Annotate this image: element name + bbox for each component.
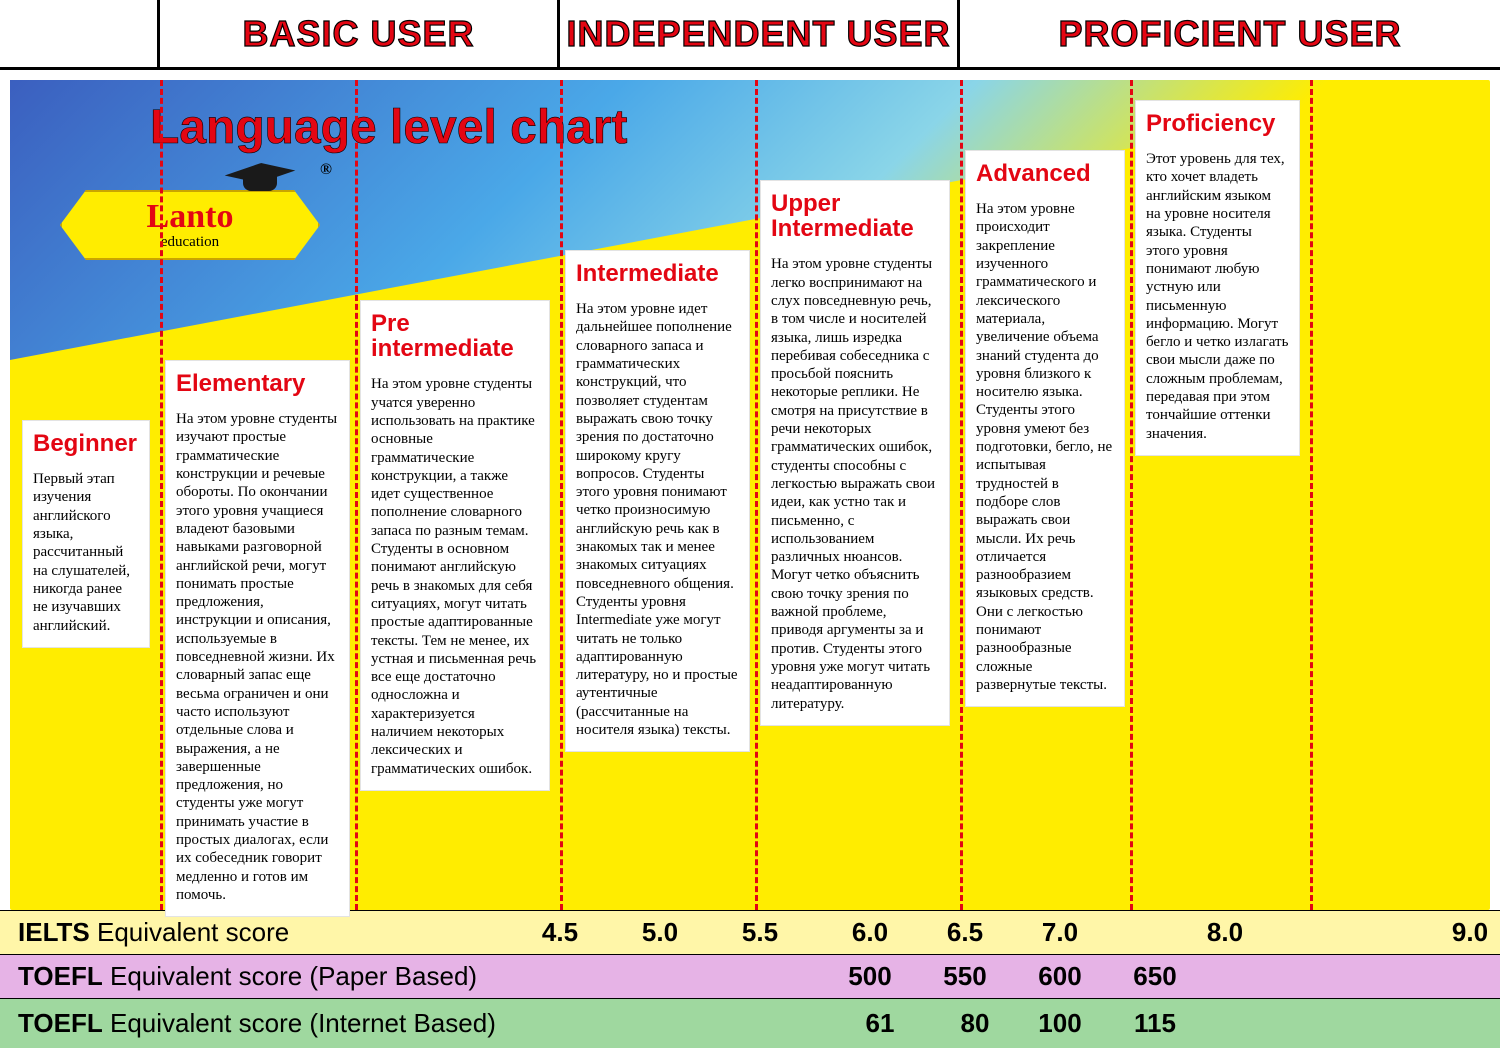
level-card-proficiency: Proficiency Этот уровень для тех, кто хоч… <box>1135 100 1300 456</box>
level-body-upperintermediate: На этом уровне студенты легко воспринима… <box>771 255 939 712</box>
score-ielts-value-7: 9.0 <box>1452 917 1488 948</box>
level-body-intermediate: На этом уровне идет дальнейшее пополнени… <box>576 300 739 739</box>
score-toefl-internet-value-3: 115 <box>1134 1008 1176 1039</box>
header-cell-blank <box>0 0 160 67</box>
score-label-toefl-paper: TOEFL Equivalent score (Paper Based) <box>18 961 477 992</box>
level-card-elementary: Elementary На этом уровне студенты изучаю… <box>165 360 350 917</box>
user-category-header: BASIC USER INDEPENDENT USER PROFICIENT U… <box>0 0 1500 70</box>
score-row-toefl-internet: TOEFL Equivalent score (Internet Based) 6… <box>0 998 1500 1048</box>
score-ielts-value-0: 4.5 <box>542 917 578 948</box>
registered-mark: ® <box>320 161 332 179</box>
score-ielts-value-4: 6.5 <box>947 917 983 948</box>
level-card-advanced: Advanced На этом уровне происходит закреп… <box>965 150 1125 707</box>
score-toefl-internet-value-1: 80 <box>961 1008 990 1039</box>
chart-title: Language level chart <box>150 100 628 155</box>
score-toefl-paper-value-2: 600 <box>1038 961 1081 992</box>
logo-banner: Lanto education <box>60 190 320 260</box>
lanto-logo: Lanto education ® <box>60 165 320 285</box>
level-title-upperintermediate: Upper Intermediate <box>771 191 939 241</box>
level-body-preintermediate: На этом уровне студенты учатся уверенно … <box>371 375 539 778</box>
score-label-toefl-internet: TOEFL Equivalent score (Internet Based) <box>18 1008 496 1039</box>
score-toefl-paper-value-3: 650 <box>1133 961 1176 992</box>
level-card-beginner: Beginner Первый этап изучения английского… <box>22 420 150 648</box>
score-ielts-value-2: 5.5 <box>742 917 778 948</box>
equivalent-score-bars: IELTS Equivalent score 4.5 5.0 5.5 6.0 6.5 7.0… <box>0 910 1500 1050</box>
header-cell-proficient: PROFICIENT USER <box>960 0 1500 67</box>
score-ielts-value-5: 7.0 <box>1042 917 1078 948</box>
logo-sub: education <box>161 234 219 251</box>
level-card-upperintermediate: Upper Intermediate На этом уровне студент… <box>760 180 950 726</box>
level-title-intermediate: Intermediate <box>576 261 739 286</box>
score-row-toefl-paper: TOEFL Equivalent score (Paper Based) 500 5… <box>0 954 1500 998</box>
level-card-intermediate: Intermediate На этом уровне идет дальнейш… <box>565 250 750 752</box>
score-ielts-value-1: 5.0 <box>642 917 678 948</box>
score-toefl-paper-value-0: 500 <box>848 961 891 992</box>
graduation-cap-icon <box>225 157 295 197</box>
score-toefl-paper-value-1: 550 <box>943 961 986 992</box>
header-cell-basic: BASIC USER <box>160 0 560 67</box>
level-body-elementary: На этом уровне студенты изучают простые … <box>176 410 339 904</box>
score-label-ielts: IELTS Equivalent score <box>18 917 289 948</box>
level-title-proficiency: Proficiency <box>1146 111 1289 136</box>
logo-brand: Lanto <box>147 200 234 234</box>
level-title-beginner: Beginner <box>33 431 139 456</box>
header-cell-independent: INDEPENDENT USER <box>560 0 960 67</box>
level-title-elementary: Elementary <box>176 371 339 396</box>
score-ielts-value-3: 6.0 <box>852 917 888 948</box>
level-body-advanced: На этом уровне происходит закрепление из… <box>976 200 1114 694</box>
level-card-preintermediate: Pre intermediate На этом уровне студенты … <box>360 300 550 791</box>
level-title-preintermediate: Pre intermediate <box>371 311 539 361</box>
level-body-proficiency: Этот уровень для тех, кто хочет владеть … <box>1146 150 1289 443</box>
level-title-advanced: Advanced <box>976 161 1114 186</box>
score-toefl-internet-value-0: 61 <box>866 1008 895 1039</box>
score-ielts-value-6: 8.0 <box>1207 917 1243 948</box>
score-toefl-internet-value-2: 100 <box>1038 1008 1081 1039</box>
level-body-beginner: Первый этап изучения английского языка, … <box>33 470 139 635</box>
